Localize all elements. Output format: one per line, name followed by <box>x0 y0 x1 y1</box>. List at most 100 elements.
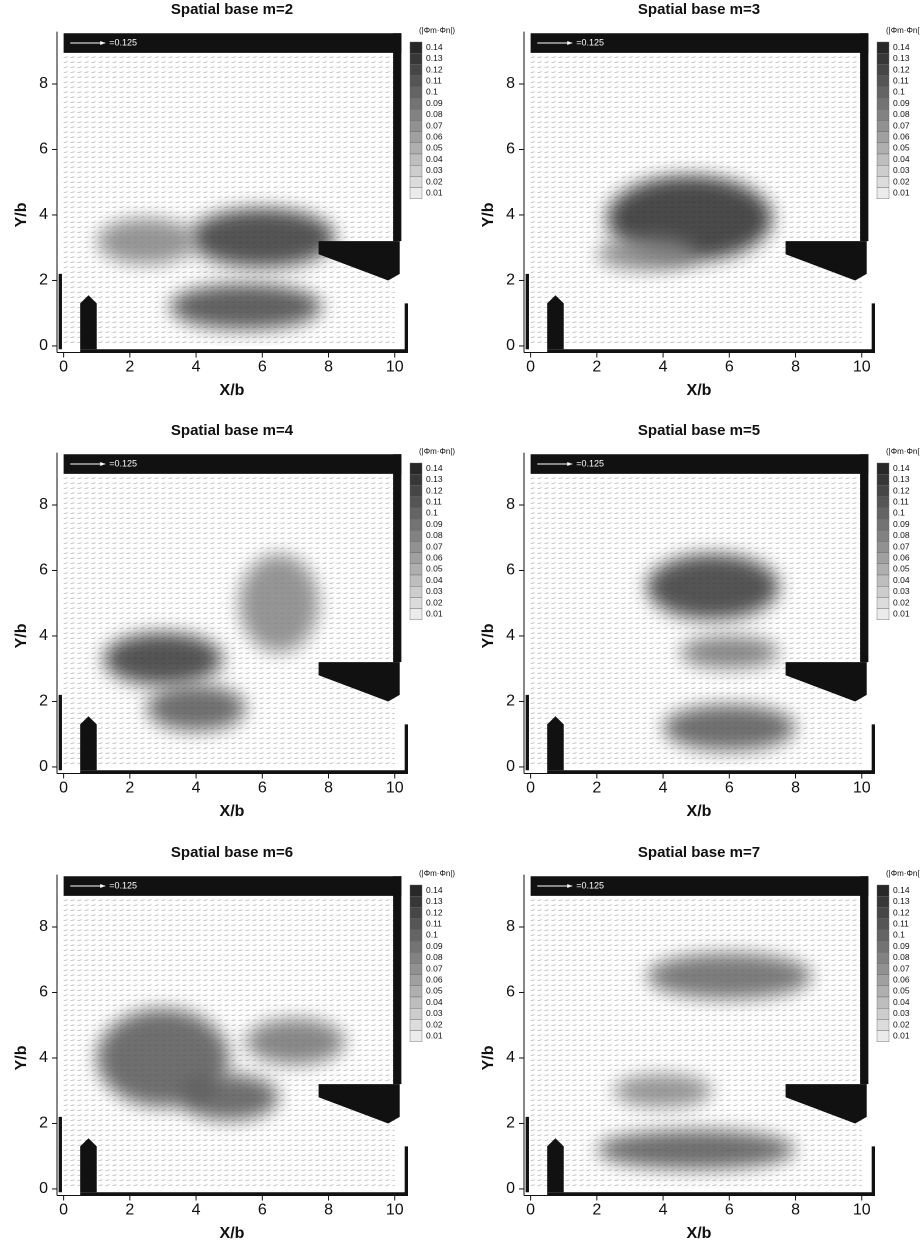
reference-arrow-head <box>100 462 106 467</box>
left-wall <box>525 694 529 771</box>
panel: Spatial base m=7 =0.125 0 2 4 6 8 10 0 2 4 6 8 X/b Y/b… <box>480 844 920 1242</box>
y-tick-label: 0 <box>506 337 515 354</box>
y-tick-label: 0 <box>39 337 48 354</box>
y-tick-label: 8 <box>506 496 515 513</box>
y-tick-label: 2 <box>506 1115 515 1132</box>
colorbar-tick-label: 0.1 <box>893 87 905 97</box>
colorbar-cell <box>876 608 890 621</box>
panel: Spatial base m=2 =0.125 0 2 4 6 8 10 0 2 4 6 8 X/b Y/b… <box>13 1 455 399</box>
x-tick-label: 8 <box>791 1202 800 1219</box>
left-wall <box>525 273 529 350</box>
colorbar-cell <box>409 940 423 953</box>
colorbar-tick-label: 0.06 <box>893 552 910 562</box>
magnitude-region <box>189 208 336 268</box>
colorbar-cell <box>876 142 890 155</box>
y-tick-label: 6 <box>39 984 48 1001</box>
colorbar-cell <box>409 41 423 54</box>
x-tick-label: 0 <box>59 1202 68 1219</box>
colorbar-tick-label: 0.14 <box>426 463 443 473</box>
colorbar-cell <box>409 929 423 942</box>
colorbar-cell <box>876 574 890 587</box>
colorbar-cell <box>876 153 890 166</box>
colorbar-cell <box>409 153 423 166</box>
y-tick-label: 4 <box>39 1049 48 1066</box>
flow-field <box>530 52 862 346</box>
x-axis-label: X/b <box>220 1225 245 1242</box>
reference-arrow-head <box>567 462 573 467</box>
right-wall <box>860 876 869 1085</box>
colorbar-tick-label: 0.14 <box>893 42 910 52</box>
colorbar-tick-label: 0.12 <box>426 64 443 74</box>
colorbar-tick-label: 0.05 <box>893 564 910 574</box>
y-axis-label: Y/b <box>480 623 497 648</box>
colorbar-tick-label: 0.06 <box>893 131 910 141</box>
colorbar-cell <box>409 896 423 908</box>
y-tick-label: 0 <box>39 1180 48 1197</box>
y-tick-label: 4 <box>506 627 515 644</box>
y-tick-label: 6 <box>39 141 48 158</box>
reference-label: =0.125 <box>576 458 604 468</box>
colorbar-tick-label: 0.06 <box>426 974 443 984</box>
colorbar-tick-label: 0.11 <box>426 75 442 85</box>
x-axis-label: X/b <box>220 382 245 399</box>
x-tick-label: 2 <box>125 359 134 376</box>
colorbar-tick-label: 0.05 <box>893 143 910 153</box>
colorbar-cell <box>876 507 890 520</box>
colorbar-tick-label: 0.11 <box>893 496 909 506</box>
y-tick-label: 4 <box>39 627 48 644</box>
y-axis-label: Y/b <box>13 202 30 227</box>
panel: Spatial base m=5 =0.125 0 2 4 6 8 10 0 2 4 6 8 X/b Y/b… <box>480 422 920 820</box>
colorbar-cell <box>876 1007 890 1020</box>
colorbar-cell <box>876 474 890 486</box>
colorbar-cell <box>876 974 890 987</box>
x-tick-label: 6 <box>258 1202 267 1219</box>
reference-arrow-head <box>567 41 573 46</box>
bottom-wall <box>80 1192 408 1196</box>
colorbar-tick-label: 0.02 <box>893 1019 910 1029</box>
y-tick-label: 6 <box>506 141 515 158</box>
colorbar-cell <box>876 108 890 121</box>
colorbar-tick-label: 0.1 <box>426 930 438 940</box>
colorbar-cell <box>409 985 423 998</box>
x-tick-label: 10 <box>853 780 871 797</box>
colorbar-tick-label: 0.11 <box>893 75 909 85</box>
colorbar-label: (|Φm·Φn|) <box>886 447 920 456</box>
colorbar-cell <box>876 164 890 177</box>
colorbar-cell <box>409 507 423 520</box>
colorbar-tick-label: 0.07 <box>426 120 443 130</box>
colorbar-cell <box>409 164 423 177</box>
colorbar-cell <box>409 75 423 87</box>
colorbar-cell <box>876 1019 890 1031</box>
colorbar-tick-label: 0.12 <box>893 907 910 917</box>
colorbar-tick-label: 0.05 <box>426 564 443 574</box>
colorbar-cell <box>409 574 423 587</box>
colorbar-cell <box>409 951 423 964</box>
x-tick-label: 0 <box>526 780 535 797</box>
colorbar-cell <box>876 529 890 542</box>
colorbar-tick-label: 0.02 <box>426 1019 443 1029</box>
colorbar-tick-label: 0.14 <box>426 885 443 895</box>
colorbar-tick-label: 0.12 <box>893 64 910 74</box>
colorbar-tick-label: 0.04 <box>893 575 910 585</box>
flow-field <box>530 895 862 1189</box>
colorbar-tick-label: 0.03 <box>893 1008 910 1018</box>
colorbar-cell <box>876 884 890 897</box>
y-tick-label: 8 <box>39 496 48 513</box>
colorbar-cell <box>409 563 423 576</box>
right-wall <box>860 454 869 663</box>
x-tick-label: 6 <box>258 359 267 376</box>
colorbar-cell <box>409 585 423 598</box>
colorbar-tick-label: 0.05 <box>893 986 910 996</box>
colorbar-cell <box>876 53 890 65</box>
colorbar-cell <box>409 974 423 987</box>
colorbar-tick-label: 0.12 <box>426 907 443 917</box>
step-block <box>785 1084 867 1124</box>
x-tick-label: 10 <box>853 359 871 376</box>
colorbar-cell <box>409 462 423 475</box>
bottom-wall <box>547 770 875 774</box>
flow-field <box>63 473 395 767</box>
colorbar-cell <box>876 963 890 975</box>
colorbar-tick-label: 0.14 <box>893 885 910 895</box>
x-tick-label: 2 <box>592 780 601 797</box>
y-tick-label: 4 <box>506 1049 515 1066</box>
